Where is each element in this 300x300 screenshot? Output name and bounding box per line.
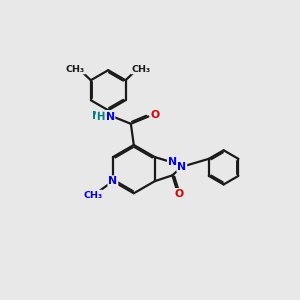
Text: N: N [168, 158, 177, 167]
Text: O: O [150, 110, 160, 120]
Text: CH₃: CH₃ [83, 190, 102, 200]
Text: N: N [106, 112, 115, 122]
Text: O: O [175, 189, 184, 199]
Text: NH: NH [92, 111, 110, 121]
Text: CH₃: CH₃ [66, 64, 85, 74]
Text: N: N [108, 176, 118, 186]
Text: N: N [177, 162, 186, 172]
Text: CH₃: CH₃ [131, 64, 150, 74]
Text: H: H [96, 112, 105, 122]
